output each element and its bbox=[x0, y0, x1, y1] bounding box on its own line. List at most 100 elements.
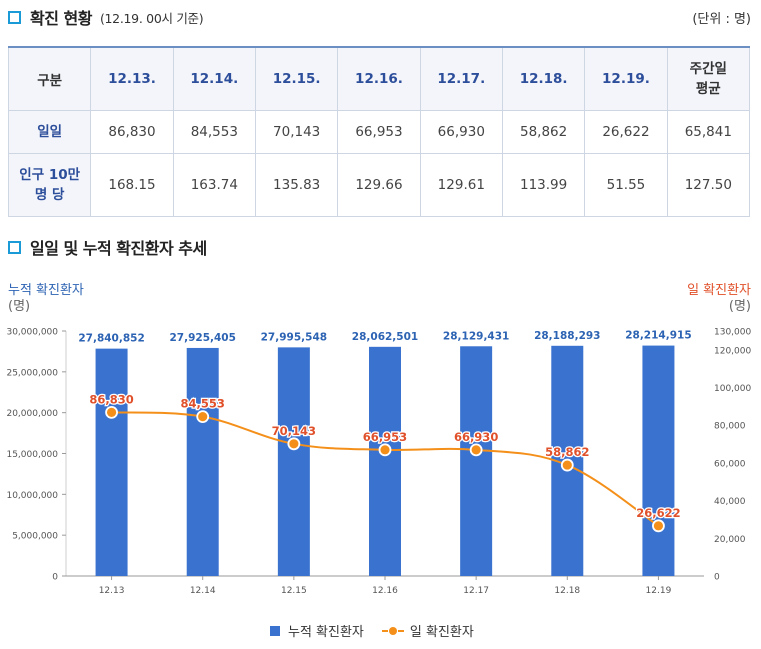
right-tick-label: 130,000 bbox=[714, 328, 751, 338]
bar bbox=[642, 345, 675, 576]
table-cell: 163.74 bbox=[172, 153, 256, 217]
trend-section-header: 일일 및 누적 확진환자 추세 bbox=[8, 236, 207, 258]
line-point bbox=[378, 443, 392, 457]
right-tick-label: 80,000 bbox=[714, 422, 746, 432]
bar-data-label: 28,062,501 bbox=[352, 331, 418, 343]
legend-daily: 일 확진환자 bbox=[409, 625, 474, 640]
bar-data-label: 28,129,431 bbox=[443, 330, 509, 342]
bar bbox=[277, 347, 310, 576]
line-data-label: 66,930 bbox=[454, 430, 498, 444]
right-tick-label: 0 bbox=[714, 573, 720, 583]
status-section-header: 확진 현황 (12.19. 00시 기준) bbox=[8, 6, 204, 28]
table-cell: 129.66 bbox=[337, 153, 421, 217]
right-tick-label: 20,000 bbox=[714, 535, 746, 545]
header-date: 12.19. bbox=[584, 47, 668, 111]
right-axis-title: 일 확진환자 (명) bbox=[687, 283, 751, 315]
left-tick-label: 20,000,000 bbox=[6, 409, 58, 419]
section-square-icon bbox=[8, 240, 21, 254]
section-square-icon bbox=[8, 10, 21, 24]
line-point bbox=[652, 519, 665, 533]
x-tick-label: 12.18 bbox=[554, 586, 580, 596]
left-tick-label: 25,000,000 bbox=[6, 368, 58, 378]
header-date: 12.16. bbox=[337, 47, 421, 111]
trend-section-title: 일일 및 누적 확진환자 추세 bbox=[30, 239, 207, 258]
unit-label: (단위 : 명) bbox=[692, 12, 751, 27]
line-point bbox=[560, 458, 574, 472]
table-cell: 66,953 bbox=[337, 110, 421, 154]
bar bbox=[369, 346, 401, 576]
bar bbox=[460, 346, 493, 576]
x-tick-label: 12.16 bbox=[372, 586, 398, 596]
line-point bbox=[196, 410, 210, 424]
header-weekly-line2: 평균 bbox=[695, 81, 721, 97]
table-cell: 168.15 bbox=[90, 153, 174, 217]
status-section-title: 확진 현황 bbox=[30, 9, 92, 28]
status-table: 구분 12.13. 12.14. 12.15. 12.16. 12.17. 12… bbox=[7, 46, 751, 217]
line-data-label: 66,953 bbox=[363, 430, 407, 444]
bar-data-label: 27,925,405 bbox=[169, 332, 235, 344]
row-label-line1: 인구 10만 bbox=[19, 167, 81, 183]
line-data-label: 26,622 bbox=[636, 506, 680, 520]
left-tick-label: 15,000,000 bbox=[6, 450, 58, 460]
line-point bbox=[469, 443, 483, 457]
line-data-label: 86,830 bbox=[89, 392, 133, 406]
x-tick-label: 12.14 bbox=[190, 586, 216, 596]
right-tick-label: 40,000 bbox=[714, 497, 746, 507]
table-cell: 58,862 bbox=[501, 110, 586, 154]
line-data-label: 70,143 bbox=[272, 424, 316, 438]
left-axis-title-line2: (명) bbox=[8, 299, 31, 314]
bar-data-label: 28,188,293 bbox=[534, 330, 600, 342]
x-tick-label: 12.17 bbox=[463, 586, 489, 596]
table-cell: 86,830 bbox=[90, 110, 174, 154]
status-section-subtitle: (12.19. 00시 기준) bbox=[99, 10, 204, 26]
table-cell: 51.55 bbox=[584, 153, 668, 217]
chart-legend: 누적 확진환자 일 확진환자 bbox=[270, 621, 474, 640]
table-cell: 26,622 bbox=[584, 110, 668, 154]
line-point bbox=[105, 405, 118, 419]
right-axis-title-line2: (명) bbox=[728, 299, 751, 314]
bar bbox=[95, 348, 128, 576]
left-tick-label: 0 bbox=[52, 573, 58, 583]
legend-line-swatch bbox=[381, 626, 404, 636]
row-label-line2: 명 당 bbox=[34, 187, 65, 203]
left-tick-label: 30,000,000 bbox=[6, 328, 58, 338]
legend-cumulative: 누적 확진환자 bbox=[288, 625, 364, 640]
left-axis-title-line1: 누적 확진환자 bbox=[8, 283, 84, 298]
header-date: 12.15. bbox=[254, 47, 339, 111]
header-weekly-line1: 주간일 bbox=[689, 61, 727, 77]
legend-bar-swatch bbox=[270, 625, 280, 636]
left-axis-title: 누적 확진환자 (명) bbox=[8, 283, 84, 315]
x-tick-label: 12.13 bbox=[99, 586, 125, 596]
bar-data-label: 27,840,852 bbox=[78, 333, 144, 345]
table-cell: 129.61 bbox=[419, 153, 503, 217]
right-tick-label: 120,000 bbox=[714, 346, 751, 356]
line-data-label: 58,862 bbox=[545, 445, 589, 459]
bar bbox=[186, 347, 219, 576]
left-tick-label: 10,000,000 bbox=[6, 491, 58, 501]
table-cell: 65,841 bbox=[666, 110, 751, 154]
table-cell: 127.50 bbox=[666, 153, 751, 217]
header-category: 구분 bbox=[7, 47, 92, 111]
bar-data-label: 28,214,915 bbox=[625, 330, 691, 342]
right-axis-title-line1: 일 확진환자 bbox=[687, 283, 751, 298]
line-data-label: 84,553 bbox=[181, 397, 225, 411]
header-date: 12.17. bbox=[419, 47, 503, 111]
header-date: 12.13. bbox=[90, 47, 174, 111]
x-tick-label: 12.15 bbox=[281, 586, 307, 596]
right-tick-label: 60,000 bbox=[714, 459, 746, 469]
table-row-daily: 일일 86,830 84,553 70,143 66,953 66,930 58… bbox=[7, 110, 751, 154]
x-tick-label: 12.19 bbox=[646, 586, 672, 596]
bar-data-label: 27,995,548 bbox=[261, 331, 327, 343]
left-tick-label: 5,000,000 bbox=[12, 532, 58, 542]
table-cell: 135.83 bbox=[254, 153, 339, 217]
row-label-daily: 일일 bbox=[7, 110, 92, 154]
table-cell: 113.99 bbox=[501, 153, 586, 217]
header-date: 12.18. bbox=[501, 47, 586, 111]
right-tick-label: 100,000 bbox=[714, 384, 751, 394]
line-point bbox=[287, 437, 301, 451]
table-header-row: 구분 12.13. 12.14. 12.15. 12.16. 12.17. 12… bbox=[7, 47, 751, 111]
